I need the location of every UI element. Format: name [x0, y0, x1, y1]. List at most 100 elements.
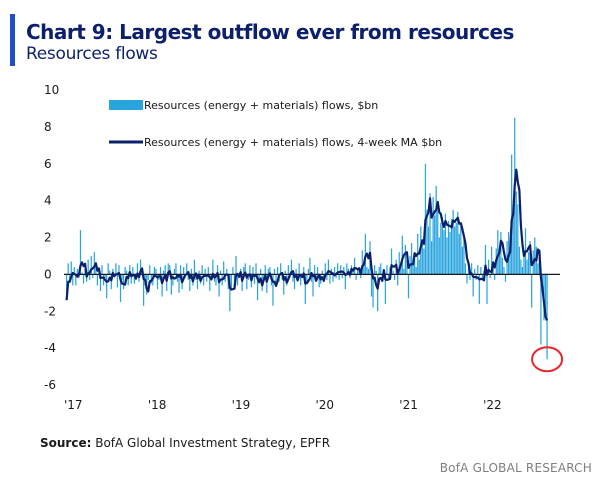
flow-bar — [318, 274, 320, 288]
flow-bar — [504, 274, 507, 282]
flow-bar — [170, 274, 172, 295]
flow-bar — [187, 274, 189, 280]
flow-bar — [253, 274, 256, 284]
flow-bar — [321, 270, 323, 275]
flow-bar — [341, 274, 343, 279]
flow-bar — [511, 154, 513, 275]
flow-bar — [92, 274, 94, 279]
flow-bar — [380, 263, 382, 275]
flow-bar — [370, 274, 373, 297]
flow-bar — [112, 268, 114, 275]
flow-bar — [252, 267, 254, 275]
flow-bar — [446, 237, 448, 275]
flow-bar — [99, 274, 102, 291]
flow-bar — [72, 274, 74, 286]
flow-bar — [515, 191, 517, 275]
flow-bar — [527, 252, 530, 275]
x-tick-label: '20 — [315, 398, 334, 412]
flow-bar — [337, 263, 339, 275]
flow-bar — [398, 252, 400, 275]
flow-bar — [122, 274, 125, 290]
flow-bar — [310, 274, 313, 282]
chart-title: Chart 9: Largest outflow ever from resou… — [26, 20, 514, 44]
flow-bar — [307, 268, 309, 275]
source-text: BofA Global Investment Strategy, EPFR — [95, 436, 331, 450]
flow-bar — [284, 270, 286, 275]
flow-bar — [86, 274, 88, 282]
flow-bar — [246, 274, 248, 290]
flow-bar — [243, 267, 245, 275]
flow-bar — [312, 274, 314, 297]
x-axis-ticks: '17 '18 '19 '20 '21 '22 — [64, 398, 502, 412]
flow-bar — [360, 274, 362, 279]
flow-bar — [509, 254, 511, 275]
flow-bar — [139, 259, 142, 275]
flow-bar — [133, 274, 135, 284]
flow-bar — [167, 263, 169, 275]
flow-bar — [292, 274, 294, 282]
flow-bar — [438, 237, 440, 275]
flow-bar — [326, 274, 328, 280]
flow-bar — [352, 270, 354, 275]
flow-bar — [107, 263, 109, 275]
flow-bar — [415, 267, 417, 275]
flow-bar — [267, 268, 269, 275]
flow-bar — [392, 270, 394, 275]
flow-bar — [444, 213, 447, 275]
flow-bar — [375, 270, 377, 275]
flow-bar — [443, 230, 445, 275]
flow-bar — [260, 268, 262, 275]
flow-bar — [293, 274, 296, 290]
flow-bar — [273, 268, 276, 275]
flow-bar — [229, 274, 231, 312]
y-tick-label: 8 — [44, 120, 52, 134]
flow-bar — [437, 209, 439, 275]
flow-bar — [423, 248, 425, 275]
flow-bar — [304, 274, 306, 304]
flow-bar — [332, 274, 334, 282]
flow-bar — [467, 267, 470, 275]
flow-bar — [526, 259, 528, 275]
flow-bar — [353, 257, 356, 275]
legend-label-line: Resources (energy + materials) flows, 4-… — [144, 136, 442, 149]
flow-bar — [244, 263, 246, 275]
flow-bar — [357, 268, 359, 275]
flow-bar — [106, 274, 108, 299]
flow-bar — [313, 265, 316, 275]
flow-bar — [280, 263, 282, 275]
flow-bar — [463, 239, 465, 275]
flow-bar — [384, 274, 386, 304]
flow-bar — [136, 263, 139, 275]
flow-bar — [452, 209, 454, 275]
flow-bar — [290, 259, 293, 275]
flow-bar — [153, 267, 156, 275]
flow-bar — [269, 267, 271, 275]
flow-bar — [193, 259, 196, 275]
y-tick-label: 6 — [44, 157, 52, 171]
flow-bar — [149, 265, 151, 275]
flow-bar — [534, 237, 536, 275]
flow-bar — [190, 268, 192, 275]
flow-bar — [478, 274, 480, 304]
y-tick-label: 2 — [44, 231, 52, 245]
flow-bar — [110, 274, 112, 290]
title-accent-bar — [10, 14, 15, 66]
flow-bar — [537, 263, 539, 275]
flow-bar — [67, 263, 69, 275]
flow-bar — [349, 274, 351, 279]
y-tick-label: -4 — [44, 341, 56, 355]
flow-bar — [455, 222, 457, 275]
flow-bar — [317, 267, 319, 275]
flow-bar — [520, 259, 522, 275]
y-axis-ticks: -6 -4 -2 0 2 4 6 8 10 — [44, 83, 59, 392]
flow-bar — [295, 268, 297, 275]
flow-bar — [403, 268, 405, 275]
flow-bar — [172, 274, 174, 286]
flow-bar — [404, 244, 407, 275]
flow-bar — [512, 215, 514, 275]
flow-bar — [147, 274, 149, 280]
flow-bar — [333, 267, 336, 275]
flow-bar — [469, 274, 471, 280]
flow-bar — [517, 204, 519, 275]
